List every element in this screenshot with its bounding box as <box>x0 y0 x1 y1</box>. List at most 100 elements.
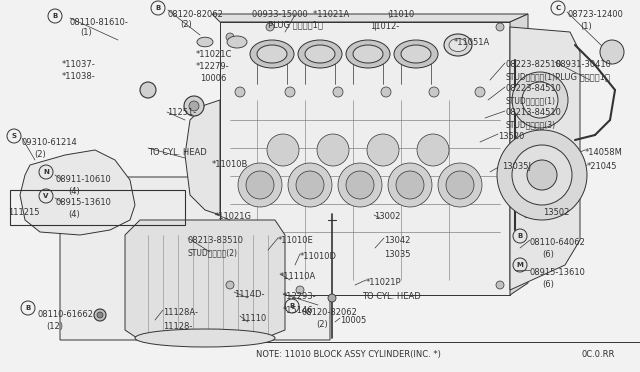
Text: *11021G: *11021G <box>215 212 252 221</box>
Text: 11012-: 11012- <box>370 22 399 31</box>
Text: *11038-: *11038- <box>62 72 96 81</box>
Circle shape <box>226 281 234 289</box>
Polygon shape <box>220 22 510 295</box>
Text: *12279-: *12279- <box>196 62 230 71</box>
Circle shape <box>527 160 557 190</box>
Circle shape <box>267 134 299 166</box>
Circle shape <box>496 23 504 31</box>
Text: (1): (1) <box>580 22 592 31</box>
Text: TO CYL. HEAD: TO CYL. HEAD <box>148 148 207 157</box>
Text: 11251-: 11251- <box>167 108 196 117</box>
Text: 11128-: 11128- <box>163 322 193 331</box>
Text: *11010B: *11010B <box>212 160 248 169</box>
Text: 0C.0.RR: 0C.0.RR <box>582 350 616 359</box>
Circle shape <box>512 72 568 128</box>
Text: 13042: 13042 <box>384 236 410 245</box>
Text: *11010E: *11010E <box>278 236 314 245</box>
Text: 1114D-: 1114D- <box>234 290 264 299</box>
Text: *21045: *21045 <box>587 162 618 171</box>
Polygon shape <box>510 14 528 295</box>
Circle shape <box>367 134 399 166</box>
Circle shape <box>388 163 432 207</box>
Text: 11110: 11110 <box>240 314 266 323</box>
Polygon shape <box>510 27 580 290</box>
Circle shape <box>246 171 274 199</box>
Circle shape <box>333 87 343 97</box>
Text: 08223-84510: 08223-84510 <box>505 84 561 93</box>
Text: *15146: *15146 <box>283 306 314 315</box>
Circle shape <box>438 163 482 207</box>
Text: 13035: 13035 <box>384 250 410 259</box>
Text: 11010: 11010 <box>388 10 414 19</box>
Text: (12): (12) <box>46 322 63 331</box>
Text: 08120-82062: 08120-82062 <box>302 308 358 317</box>
Text: 00933-15000  *11021A: 00933-15000 *11021A <box>252 10 349 19</box>
Circle shape <box>226 33 234 41</box>
Circle shape <box>189 101 199 111</box>
Circle shape <box>285 87 295 97</box>
Ellipse shape <box>394 40 438 68</box>
Text: *11037-: *11037- <box>62 60 96 69</box>
Bar <box>10 190 185 225</box>
Circle shape <box>235 87 245 97</box>
Text: B: B <box>156 5 161 11</box>
Circle shape <box>496 281 504 289</box>
Ellipse shape <box>257 45 287 63</box>
Circle shape <box>238 163 282 207</box>
Text: NOTE: 11010 BLOCK ASSY CYLINDER(INC. *): NOTE: 11010 BLOCK ASSY CYLINDER(INC. *) <box>256 350 441 359</box>
Text: 11128A-: 11128A- <box>163 308 198 317</box>
Circle shape <box>381 87 391 97</box>
Circle shape <box>184 96 204 116</box>
Circle shape <box>288 163 332 207</box>
Text: 10006: 10006 <box>200 74 227 83</box>
Text: 10005: 10005 <box>340 316 366 325</box>
Text: 13502: 13502 <box>543 208 570 217</box>
Text: PLUG プラグ（1）: PLUG プラグ（1） <box>555 72 610 81</box>
Text: *11010D: *11010D <box>300 252 337 261</box>
Text: B: B <box>289 303 294 309</box>
Text: 08110-61662: 08110-61662 <box>38 310 94 319</box>
Text: 08915-13610: 08915-13610 <box>530 268 586 277</box>
Text: 13035J: 13035J <box>502 162 531 171</box>
Text: N: N <box>43 169 49 175</box>
Text: *11021C: *11021C <box>196 50 232 59</box>
Circle shape <box>396 171 424 199</box>
Text: 08213-84510: 08213-84510 <box>505 108 561 117</box>
Text: 08213-83510: 08213-83510 <box>188 236 244 245</box>
Ellipse shape <box>346 40 390 68</box>
Ellipse shape <box>298 40 342 68</box>
Text: (4): (4) <box>68 210 80 219</box>
Ellipse shape <box>444 34 472 56</box>
Ellipse shape <box>197 37 213 47</box>
Ellipse shape <box>305 45 335 63</box>
Circle shape <box>512 145 572 205</box>
Text: 08223-82510: 08223-82510 <box>505 60 561 69</box>
Text: M: M <box>516 262 524 268</box>
Text: (4): (4) <box>68 187 80 196</box>
Text: STUDスタッド(1): STUDスタッド(1) <box>505 72 555 81</box>
Text: STUDスタッド(1): STUDスタッド(1) <box>505 96 555 105</box>
Circle shape <box>346 171 374 199</box>
Ellipse shape <box>135 329 275 347</box>
Circle shape <box>446 171 474 199</box>
Text: *11021P: *11021P <box>366 278 402 287</box>
Ellipse shape <box>449 38 467 51</box>
Text: (2): (2) <box>180 20 192 29</box>
Circle shape <box>475 87 485 97</box>
Circle shape <box>417 134 449 166</box>
Circle shape <box>522 82 558 118</box>
Text: *14058M: *14058M <box>585 148 623 157</box>
Text: 13002: 13002 <box>374 212 401 221</box>
Text: C: C <box>556 5 561 11</box>
Ellipse shape <box>250 40 294 68</box>
Circle shape <box>317 134 349 166</box>
Text: STUDスタッド(3): STUDスタッド(3) <box>505 120 555 129</box>
Polygon shape <box>185 100 220 215</box>
Circle shape <box>429 87 439 97</box>
Polygon shape <box>125 220 285 340</box>
Text: B: B <box>26 305 31 311</box>
Text: B: B <box>52 13 58 19</box>
Text: 08110-64062: 08110-64062 <box>530 238 586 247</box>
Text: 08110-81610-: 08110-81610- <box>70 18 129 27</box>
Text: B: B <box>517 233 523 239</box>
